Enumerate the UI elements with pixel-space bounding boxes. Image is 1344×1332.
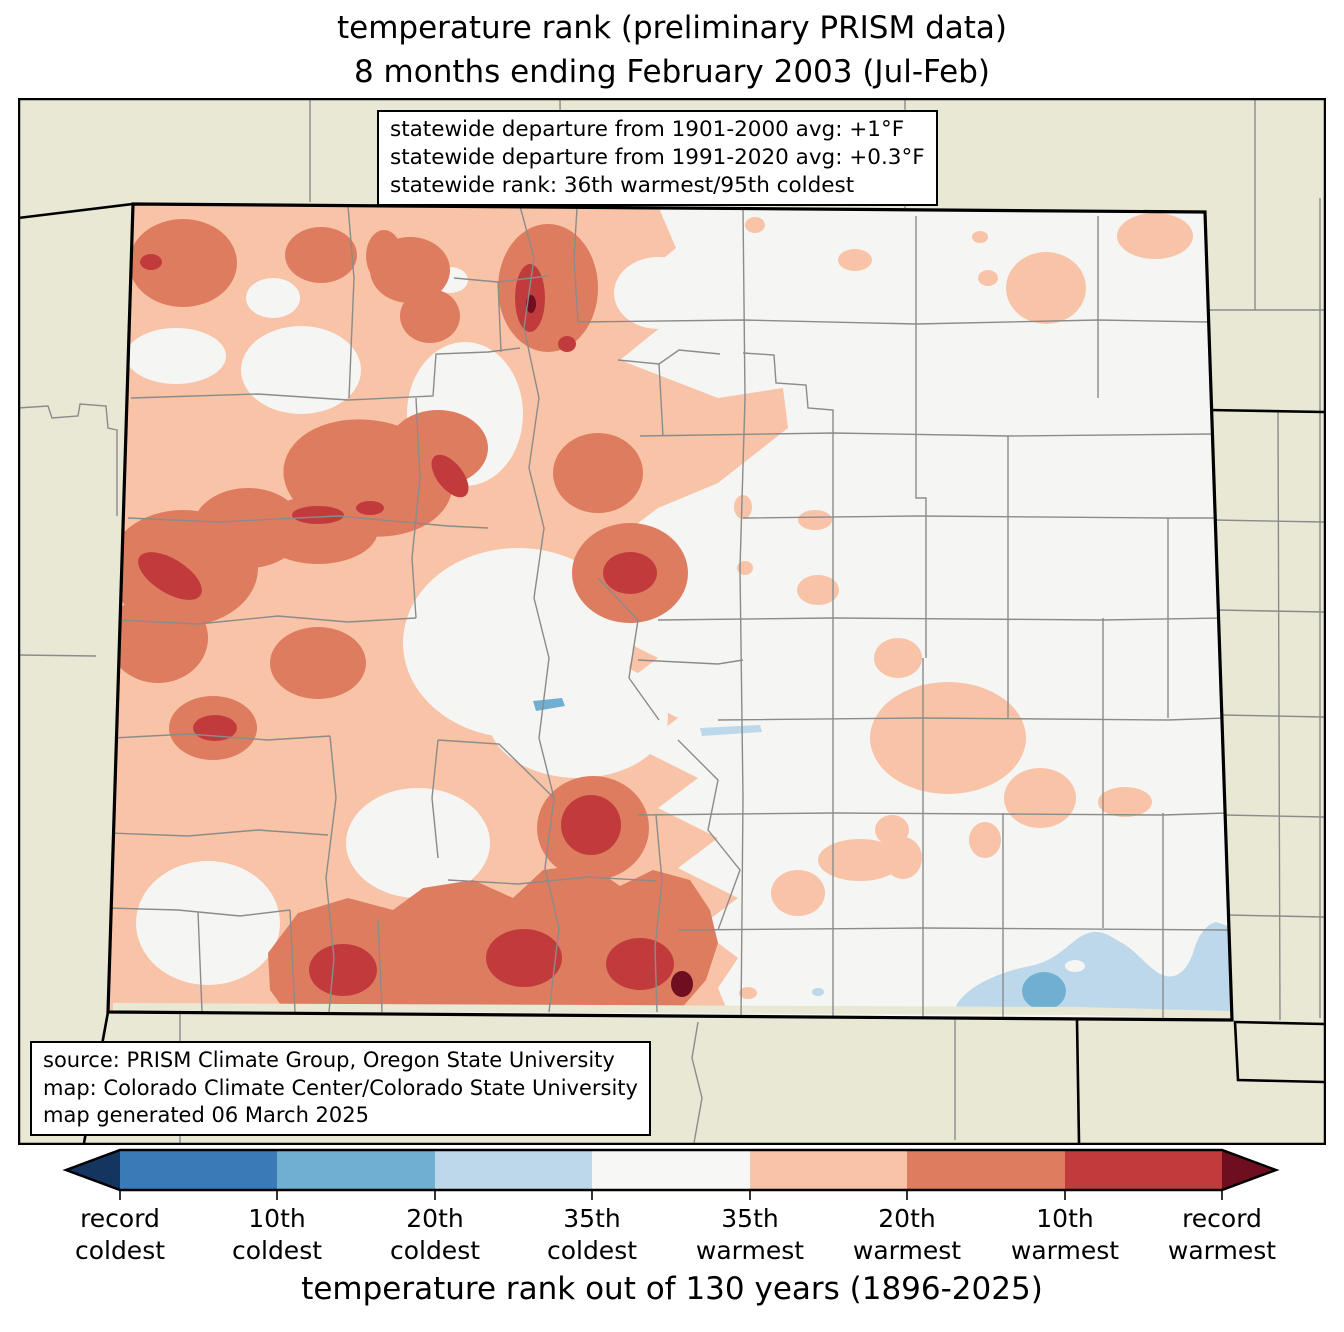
colorbar-label-10th-coldest: 10th coldest (231, 1204, 323, 1265)
stats-line-3: statewide rank: 36th warmest/95th coldes… (390, 173, 855, 198)
colorbar-label-35th-warmest: 35th warmest (695, 1204, 805, 1265)
colorado-temperature-rank-map (18, 98, 1326, 1145)
colorado-county-lines (108, 205, 1231, 1020)
colorbar-label-20th-coldest: 20th coldest (389, 1204, 481, 1265)
statewide-stats-box: statewide departure from 1901-2000 avg: … (377, 110, 938, 206)
colorbar-segment-2 (435, 1150, 592, 1190)
colorbar-caption: temperature rank out of 130 years (1896-… (301, 1271, 1043, 1307)
colorbar-ticks (119, 1190, 1223, 1200)
colorado-state-border (106, 202, 1234, 1022)
colorbar-segment-5 (907, 1150, 1065, 1190)
colorbar-segment-3 (592, 1150, 750, 1190)
colorbar-segment-0 (120, 1150, 277, 1190)
colorbar-right-arrow (1222, 1150, 1276, 1190)
source-line-3: map generated 06 March 2025 (43, 1103, 370, 1127)
title-line-1: temperature rank (preliminary PRISM data… (336, 10, 1007, 46)
neighbor-state-borders (18, 202, 1325, 1144)
colorbar-label-20th-warmest: 20th warmest (852, 1204, 962, 1265)
map-frame (18, 98, 1326, 1145)
stats-line-1: statewide departure from 1901-2000 avg: … (390, 117, 905, 142)
colorbar-segment-1 (277, 1150, 435, 1190)
stats-line-2: statewide departure from 1991-2020 avg: … (390, 145, 925, 170)
rank-colorbar (62, 1148, 1280, 1200)
source-credit-box: source: PRISM Climate Group, Oregon Stat… (30, 1041, 651, 1136)
rank-fill-layer (108, 204, 1232, 1020)
source-line-2: map: Colorado Climate Center/Colorado St… (43, 1075, 638, 1100)
title-line-2: 8 months ending February 2003 (Jul-Feb) (353, 54, 990, 90)
colorbar-label-record-warmest: record warmest (1167, 1204, 1277, 1265)
source-line-1: source: PRISM Climate Group, Oregon Stat… (43, 1048, 615, 1072)
colorbar-left-arrow (66, 1150, 120, 1190)
colorbar-label-35th-coldest: 35th coldest (546, 1204, 638, 1265)
colorbar-segment-4 (750, 1150, 907, 1190)
colorbar-label-10th-warmest: 10th warmest (1010, 1204, 1120, 1265)
colorbar-label-record-coldest: record coldest (74, 1204, 166, 1265)
colorbar-segment-6 (1065, 1150, 1222, 1190)
